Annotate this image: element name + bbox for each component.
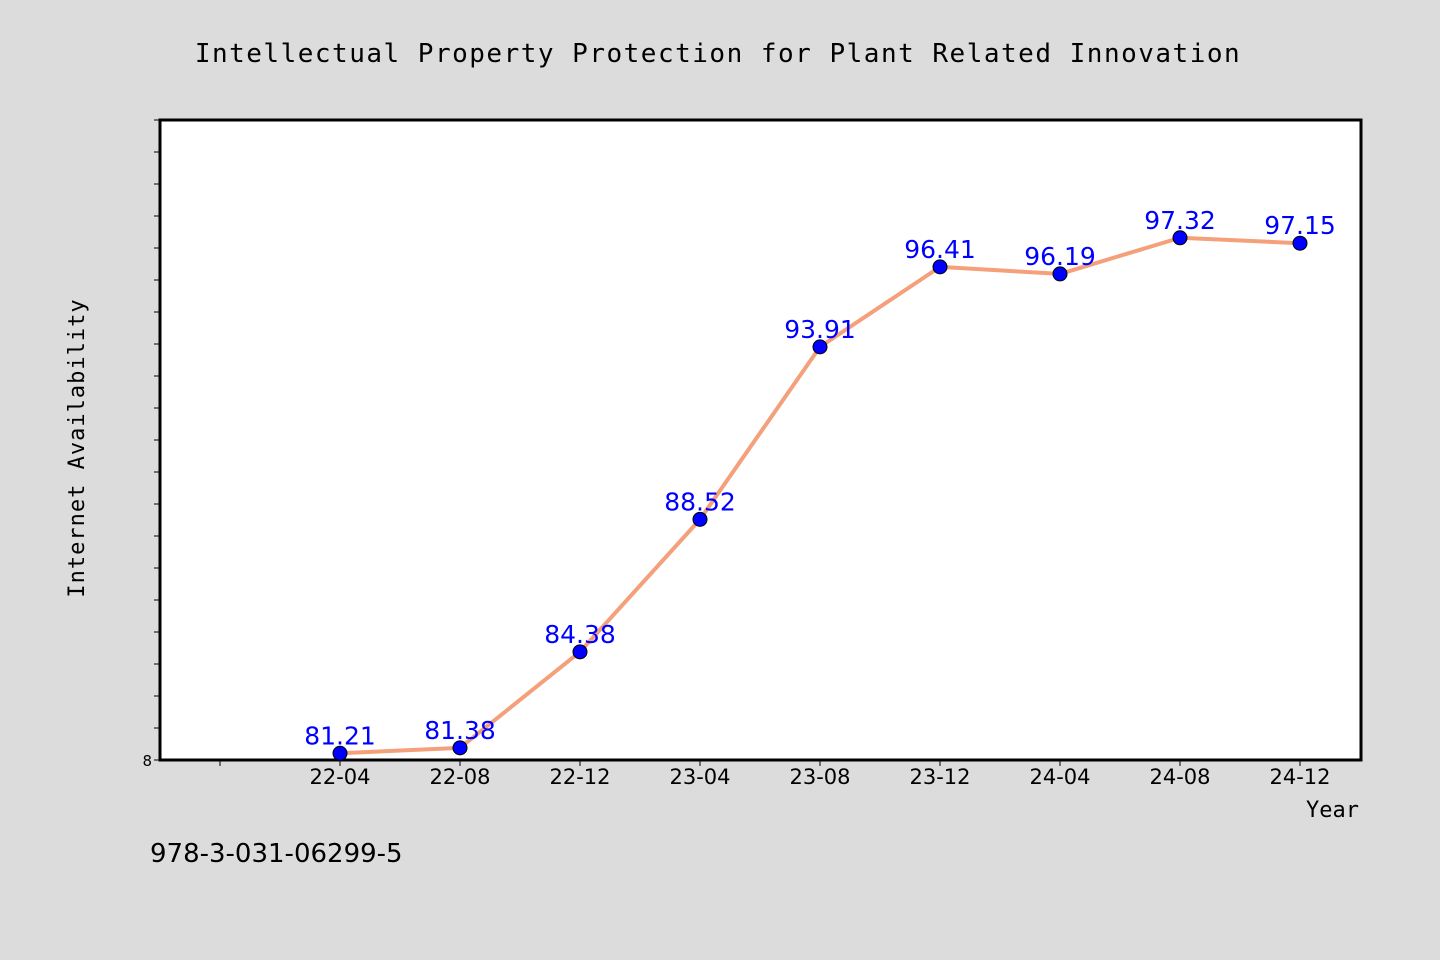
- data-label: 84.38: [544, 620, 616, 649]
- x-axis-ticks: [219, 760, 1301, 766]
- data-point: [932, 259, 948, 275]
- x-tick-label: 24-12: [1269, 765, 1330, 789]
- data-label: 93.91: [784, 315, 856, 344]
- data-point: [692, 511, 708, 527]
- x-axis-tick-labels: 22-04 22-08 22-12 23-04 23-08 23-12 24-04 24-08…: [309, 765, 1330, 789]
- data-label: 96.41: [904, 235, 976, 264]
- x-tick-label: 23-12: [909, 765, 970, 789]
- x-tick-label: 24-08: [1149, 765, 1210, 789]
- x-tick-label: 23-08: [789, 765, 850, 789]
- data-point: [572, 644, 588, 660]
- plot-area: [158, 118, 1363, 762]
- data-point: [812, 339, 828, 355]
- data-labels: 81.21 81.38 84.38 88.52 93.91 96.41 96.19 97.32…: [304, 206, 1336, 751]
- x-tick-label: 23-04: [669, 765, 730, 789]
- x-tick-label: 22-12: [549, 765, 610, 789]
- data-point: [452, 740, 468, 756]
- data-label: 81.38: [424, 716, 496, 745]
- x-tick-label: 22-04: [309, 765, 370, 789]
- y-axis-tick-label: 8: [142, 752, 152, 770]
- y-axis-label: Internet Availability: [65, 298, 90, 597]
- data-label: 97.32: [1144, 206, 1216, 235]
- x-tick-label: 22-08: [429, 765, 490, 789]
- isbn-text: 978-3-031-06299-5: [150, 839, 403, 869]
- y-axis-ticks: [154, 119, 160, 761]
- data-label: 88.52: [664, 487, 736, 516]
- data-point: [332, 745, 348, 761]
- data-point: [1292, 235, 1308, 251]
- data-label: 97.15: [1264, 211, 1336, 240]
- chart-title: Intellectual Property Protection for Pla…: [195, 39, 1241, 69]
- x-axis-label: Year: [1306, 798, 1359, 823]
- series-markers: [332, 230, 1308, 761]
- data-point: [1052, 266, 1068, 282]
- data-point: [1172, 230, 1188, 246]
- data-label: 96.19: [1024, 242, 1096, 271]
- data-label: 81.21: [304, 721, 376, 750]
- x-tick-label: 24-04: [1029, 765, 1090, 789]
